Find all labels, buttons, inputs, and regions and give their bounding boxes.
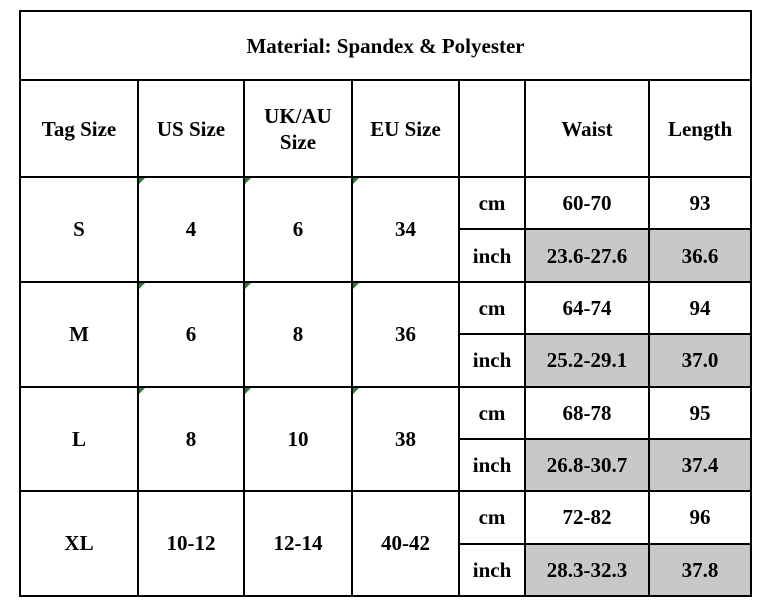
- waist-inch-value: 26.8-30.7: [524, 437, 650, 493]
- eu-size-value: 34: [395, 217, 416, 242]
- corner-marker: [353, 178, 359, 185]
- tag-size-cell: XL: [19, 490, 139, 597]
- corner-marker: [245, 178, 251, 185]
- eu-size-value: 38: [395, 426, 416, 451]
- size-row-inch: inch 23.6-27.6 36.6: [20, 228, 753, 283]
- us-size-cell: 10-12: [137, 490, 245, 597]
- us-size-value: 6: [185, 322, 197, 347]
- waist-cm-value: 60-70: [524, 176, 650, 231]
- length-cm-value: 95: [647, 385, 753, 440]
- corner-marker: [245, 387, 251, 394]
- tag-size-cell: M: [19, 280, 139, 388]
- header-unit: [458, 79, 526, 179]
- unit-cm-label: cm: [458, 490, 526, 545]
- corner-marker: [245, 282, 251, 289]
- corner-marker: [353, 387, 359, 394]
- eu-size-cell: 36: [351, 280, 460, 388]
- unit-cm-label: cm: [458, 176, 526, 231]
- length-cm-value: 96: [647, 490, 753, 545]
- waist-cm-value: 64-74: [524, 280, 650, 336]
- us-size-cell: 4: [137, 176, 245, 283]
- us-size-value: 8: [185, 426, 197, 451]
- size-row-inch: inch 26.8-30.7 37.4: [20, 437, 753, 493]
- corner-marker: [139, 387, 145, 394]
- length-inch-value: 36.6: [647, 228, 753, 283]
- header-uk-au-line2: Size: [279, 129, 317, 154]
- header-uk-au-size: UK/AU Size: [243, 79, 353, 179]
- header-us-size: US Size: [137, 79, 245, 179]
- size-row-cm: S 4 6 34 cm 60-70 93: [19, 176, 753, 283]
- length-cm-value: 94: [647, 280, 753, 336]
- uk-au-size-value: 10: [287, 426, 309, 451]
- length-inch-value: 37.0: [647, 333, 753, 388]
- corner-marker: [139, 178, 145, 185]
- length-inch-value: 37.4: [647, 437, 753, 493]
- uk-au-size-cell: 6: [243, 176, 353, 283]
- tag-size-cell: L: [19, 385, 139, 493]
- header-length: Length: [647, 79, 753, 179]
- length-cm-value: 93: [647, 176, 753, 231]
- waist-inch-value: 25.2-29.1: [524, 333, 650, 388]
- uk-au-size-cell: 8: [243, 280, 353, 388]
- corner-marker: [139, 282, 145, 289]
- unit-cm-label: cm: [458, 385, 526, 440]
- uk-au-size-value: 8: [292, 322, 304, 347]
- chart-title: Material: Spandex & Polyester: [18, 9, 753, 82]
- waist-cm-value: 68-78: [524, 385, 650, 440]
- eu-size-cell: 40-42: [351, 490, 460, 597]
- us-size-cell: 6: [137, 280, 245, 388]
- header-row: Tag Size US Size UK/AU Size EU Size Wais…: [19, 79, 753, 179]
- header-waist: Waist: [524, 79, 650, 179]
- size-chart-table: Material: Spandex & Polyester Tag Size U…: [18, 9, 753, 598]
- tag-size-cell: S: [19, 176, 139, 283]
- size-row-inch: inch 25.2-29.1 37.0: [20, 333, 753, 388]
- waist-inch-value: 28.3-32.3: [524, 542, 650, 598]
- eu-size-value: 36: [395, 322, 416, 347]
- size-row-cm: XL 10-12 12-14 40-42 cm 72-82 96: [19, 490, 753, 597]
- unit-inch-label: inch: [458, 542, 526, 598]
- corner-marker: [353, 282, 359, 289]
- header-uk-au-line1: UK/AU: [264, 103, 332, 128]
- uk-au-size-value: 6: [292, 217, 304, 242]
- unit-inch-label: inch: [458, 228, 526, 283]
- eu-size-cell: 34: [351, 176, 460, 283]
- size-row-cm: L 8 10 38 cm 68-78 95: [19, 385, 753, 493]
- us-size-cell: 8: [137, 385, 245, 493]
- unit-inch-label: inch: [458, 437, 526, 493]
- uk-au-size-cell: 10: [243, 385, 353, 493]
- us-size-value: 4: [185, 217, 197, 242]
- size-row-inch: inch 28.3-32.3 37.8: [20, 542, 753, 598]
- uk-au-size-cell: 12-14: [243, 490, 353, 597]
- header-eu-size: EU Size: [351, 79, 460, 179]
- waist-inch-value: 23.6-27.6: [524, 228, 650, 283]
- header-tag-size: Tag Size: [19, 79, 139, 179]
- waist-cm-value: 72-82: [524, 490, 650, 545]
- size-row-cm: M 6 8 36 cm 64-74 94: [19, 280, 753, 388]
- unit-cm-label: cm: [458, 280, 526, 336]
- length-inch-value: 37.8: [647, 542, 753, 598]
- unit-inch-label: inch: [458, 333, 526, 388]
- eu-size-cell: 38: [351, 385, 460, 493]
